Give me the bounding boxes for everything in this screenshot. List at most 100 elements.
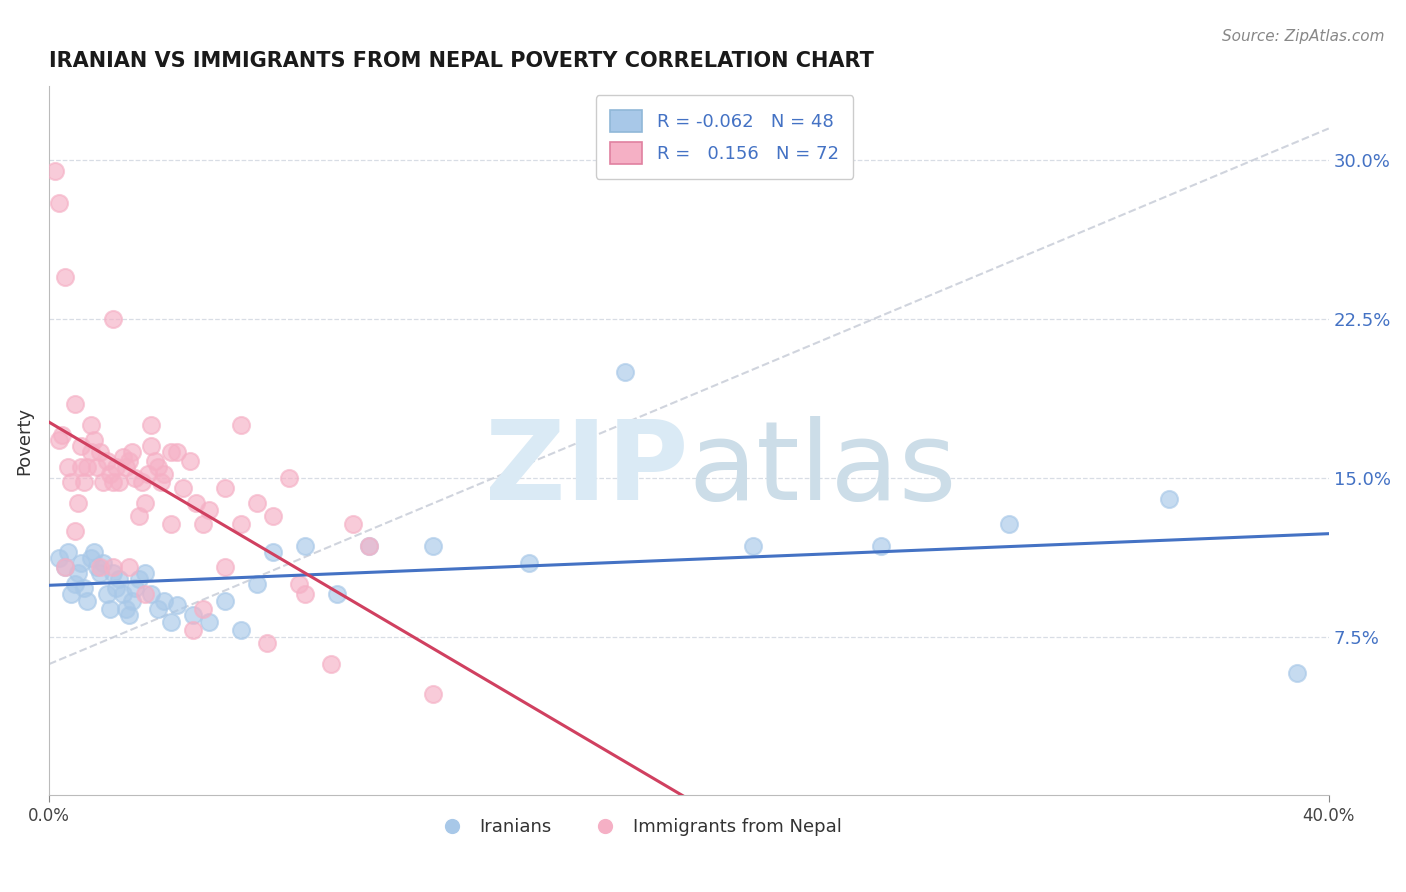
Text: Source: ZipAtlas.com: Source: ZipAtlas.com — [1222, 29, 1385, 44]
Point — [76, 593, 98, 607]
Point — [101, 566, 124, 580]
Point — [134, 587, 156, 601]
Point — [79, 551, 101, 566]
Point — [53, 559, 76, 574]
Point — [159, 517, 181, 532]
Point — [79, 445, 101, 459]
Point — [153, 467, 176, 481]
Point — [287, 576, 309, 591]
Point — [70, 460, 93, 475]
Point — [214, 559, 236, 574]
Point — [83, 545, 105, 559]
Point — [172, 482, 194, 496]
Point — [66, 496, 89, 510]
Point — [89, 559, 111, 574]
Point — [118, 559, 141, 574]
Point — [89, 445, 111, 459]
Point — [118, 454, 141, 468]
Point — [76, 460, 98, 475]
Point — [319, 657, 342, 672]
Point — [741, 539, 763, 553]
Point — [256, 636, 278, 650]
Point — [56, 545, 79, 559]
Point — [181, 624, 204, 638]
Text: ZIP: ZIP — [485, 416, 689, 523]
Point — [134, 496, 156, 510]
Point — [73, 581, 96, 595]
Point — [96, 587, 118, 601]
Point — [143, 454, 166, 468]
Point — [124, 581, 146, 595]
Point — [153, 593, 176, 607]
Point — [101, 559, 124, 574]
Point — [146, 602, 169, 616]
Point — [86, 460, 108, 475]
Point — [422, 687, 444, 701]
Point — [186, 496, 208, 510]
Point — [141, 587, 163, 601]
Point — [79, 417, 101, 432]
Point — [246, 576, 269, 591]
Point — [131, 475, 153, 489]
Point — [998, 517, 1021, 532]
Point — [66, 566, 89, 580]
Point — [60, 475, 83, 489]
Point — [96, 454, 118, 468]
Point — [111, 587, 134, 601]
Point — [111, 450, 134, 464]
Point — [108, 573, 131, 587]
Point — [262, 508, 284, 523]
Point — [118, 608, 141, 623]
Point — [53, 559, 76, 574]
Point — [70, 439, 93, 453]
Point — [93, 475, 115, 489]
Point — [53, 269, 76, 284]
Point — [128, 508, 150, 523]
Point — [517, 556, 540, 570]
Point — [159, 615, 181, 629]
Point — [357, 539, 380, 553]
Text: atlas: atlas — [689, 416, 957, 523]
Point — [294, 587, 316, 601]
Point — [114, 602, 136, 616]
Point — [101, 312, 124, 326]
Point — [48, 551, 70, 566]
Point — [89, 566, 111, 580]
Point — [121, 593, 143, 607]
Point — [98, 602, 121, 616]
Point — [149, 475, 172, 489]
Point — [63, 397, 86, 411]
Point — [108, 475, 131, 489]
Point — [246, 496, 269, 510]
Point — [214, 593, 236, 607]
Point — [159, 445, 181, 459]
Point — [1157, 491, 1180, 506]
Point — [357, 539, 380, 553]
Point — [56, 460, 79, 475]
Point — [1285, 665, 1308, 680]
Point — [121, 445, 143, 459]
Point — [229, 517, 252, 532]
Point — [181, 608, 204, 623]
Point — [229, 624, 252, 638]
Point — [146, 460, 169, 475]
Point — [63, 524, 86, 538]
Point — [198, 502, 221, 516]
Point — [105, 460, 128, 475]
Point — [114, 460, 136, 475]
Point — [105, 581, 128, 595]
Point — [124, 471, 146, 485]
Point — [48, 195, 70, 210]
Point — [214, 482, 236, 496]
Point — [134, 566, 156, 580]
Point — [191, 602, 214, 616]
Point — [294, 539, 316, 553]
Point — [166, 598, 188, 612]
Point — [141, 439, 163, 453]
Text: IRANIAN VS IMMIGRANTS FROM NEPAL POVERTY CORRELATION CHART: IRANIAN VS IMMIGRANTS FROM NEPAL POVERTY… — [49, 51, 875, 70]
Point — [44, 163, 66, 178]
Point — [422, 539, 444, 553]
Point — [128, 573, 150, 587]
Point — [342, 517, 364, 532]
Point — [51, 428, 73, 442]
